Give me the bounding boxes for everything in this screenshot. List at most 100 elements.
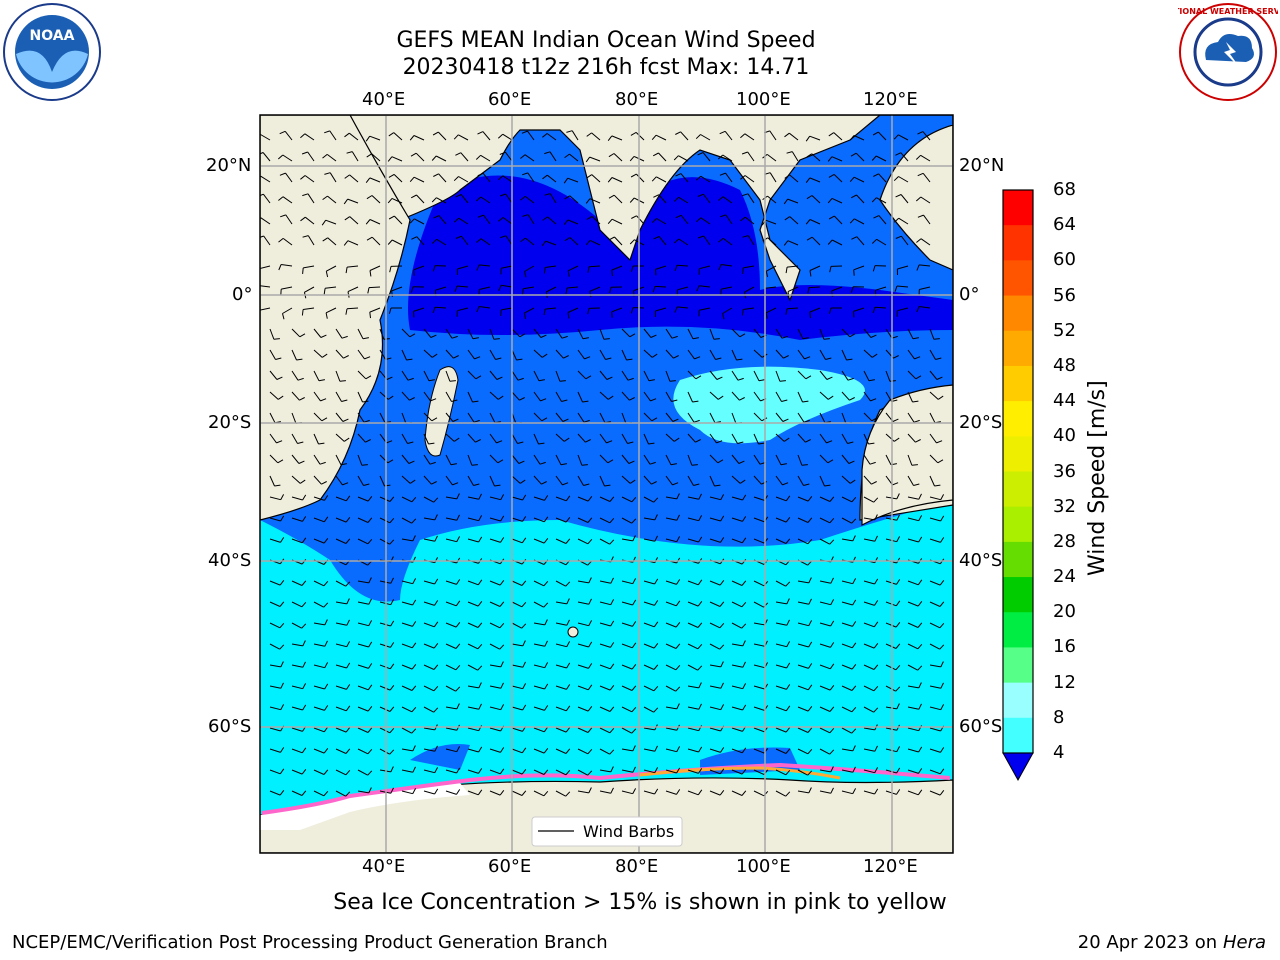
wind-barb-flag: [915, 154, 921, 160]
wind-barb-shaft: [555, 706, 567, 712]
wind-barb-shaft: [809, 177, 821, 183]
wind-barb-flag: [631, 663, 637, 670]
wind-barb-flag: [386, 376, 393, 380]
wind-barb-shaft: [831, 286, 843, 292]
wind-barb-shaft: [621, 328, 631, 338]
wind-barb-flag: [653, 497, 659, 503]
wind-barb-shaft: [347, 265, 359, 268]
wind-barb-flag: [585, 240, 591, 246]
wind-barb-flag: [891, 335, 898, 339]
wind-barb-shaft: [709, 685, 721, 689]
wind-barb-shaft: [863, 475, 872, 485]
wind-barb-flag: [648, 442, 655, 445]
wind-barb-shaft: [731, 601, 743, 608]
wind-barb-shaft: [919, 306, 931, 309]
wind-barb-flag: [915, 439, 921, 443]
wind-barb-shaft: [819, 664, 831, 670]
wind-barb-shaft: [687, 685, 699, 689]
wind-barb-flag: [691, 464, 698, 466]
wind-barb-shaft: [566, 286, 579, 289]
wind-barb-flag: [672, 482, 679, 486]
wind-barb-flag: [584, 356, 591, 360]
wind-barb-shaft: [731, 727, 743, 732]
wind-barb-flag: [324, 705, 329, 711]
wind-barb-shaft: [907, 538, 919, 543]
wind-barb-flag: [741, 601, 747, 608]
wind-barb-flag: [561, 399, 568, 402]
wind-barb-shaft: [775, 370, 781, 382]
wind-barb-flag: [718, 264, 722, 271]
wind-barb-shaft: [885, 643, 897, 649]
wind-barb-flag: [544, 662, 549, 668]
wind-barb-shaft: [401, 664, 413, 670]
wind-barb-shaft: [687, 370, 697, 380]
wind-barb-shaft: [379, 349, 386, 360]
wind-barb-shaft: [700, 134, 711, 141]
wind-barb-shaft: [907, 517, 919, 522]
wind-barb-shaft: [743, 265, 755, 269]
wind-barb-flag: [827, 198, 833, 204]
wind-barb-shaft: [505, 193, 513, 204]
wind-barb-flag: [368, 641, 373, 648]
wind-barb-shaft: [393, 132, 403, 141]
wind-barb-flag: [611, 270, 613, 277]
wind-barb-shaft: [655, 134, 667, 141]
wind-barb-shaft: [467, 538, 479, 543]
wind-barb-flag: [714, 484, 721, 487]
wind-barb-shaft: [920, 238, 931, 246]
wind-barb-flag: [543, 309, 546, 316]
sea-ice-edge: [261, 762, 951, 815]
wind-barb-flag: [606, 376, 613, 380]
wind-barb-flag: [850, 194, 857, 199]
wind-barb-shaft: [445, 685, 456, 692]
wind-barb-flag: [429, 461, 436, 465]
wind-barb-flag: [809, 312, 811, 319]
wind-barb-flag: [697, 152, 704, 156]
wind-barb-shaft: [479, 264, 491, 267]
wind-barb-flag: [786, 662, 791, 669]
wind-barb-flag: [675, 173, 682, 177]
wind-barb-flag: [500, 537, 505, 543]
wind-barb-shaft: [511, 790, 523, 796]
wind-barb-shaft: [643, 748, 655, 752]
wind-barb-flag: [563, 219, 569, 225]
wind-barb-flag: [543, 580, 549, 587]
wind-barb-flag: [918, 746, 923, 753]
wind-barb-shaft: [304, 286, 315, 293]
wind-barb-flag: [471, 464, 478, 466]
wind-barb-shaft: [368, 286, 381, 289]
wind-barb-shaft: [577, 328, 584, 340]
wind-barb-flag: [500, 515, 505, 522]
wind-barb-flag: [874, 578, 879, 585]
wind-barb-flag: [407, 441, 414, 444]
wind-barb-shaft: [489, 538, 501, 543]
wind-barb-flag: [675, 214, 682, 219]
wind-barb-flag: [390, 620, 395, 627]
wind-barb-flag: [719, 644, 725, 650]
wind-barb-flag: [587, 770, 593, 776]
wind-barb-flag: [496, 376, 503, 380]
wind-barb-shaft: [885, 685, 896, 692]
wind-barb-flag: [452, 418, 459, 422]
colorbar-tick-label: 52: [1053, 319, 1076, 341]
wind-barb-flag: [785, 726, 791, 733]
wind-barb-flag: [564, 237, 571, 242]
wind-barb-flag: [785, 267, 788, 274]
wind-barb-shaft: [709, 727, 721, 732]
wind-barb-flag: [785, 495, 791, 502]
wind-barb-flag: [915, 196, 922, 202]
wind-barb-shaft: [885, 391, 892, 402]
wind-barb-flag: [609, 517, 615, 524]
wind-barb-flag: [544, 619, 548, 626]
wind-barb-shaft: [335, 664, 347, 669]
wind-barb-shaft: [577, 685, 589, 691]
wind-barb-flag: [939, 601, 945, 607]
wind-barb-shaft: [313, 538, 325, 544]
wind-barb-shaft: [907, 706, 919, 710]
wind-barb-flag: [608, 236, 615, 241]
wind-barb-shaft: [335, 727, 347, 733]
wind-barb-shaft: [263, 235, 271, 246]
wind-barb-shaft: [445, 370, 451, 382]
wind-barb-flag: [477, 172, 484, 177]
